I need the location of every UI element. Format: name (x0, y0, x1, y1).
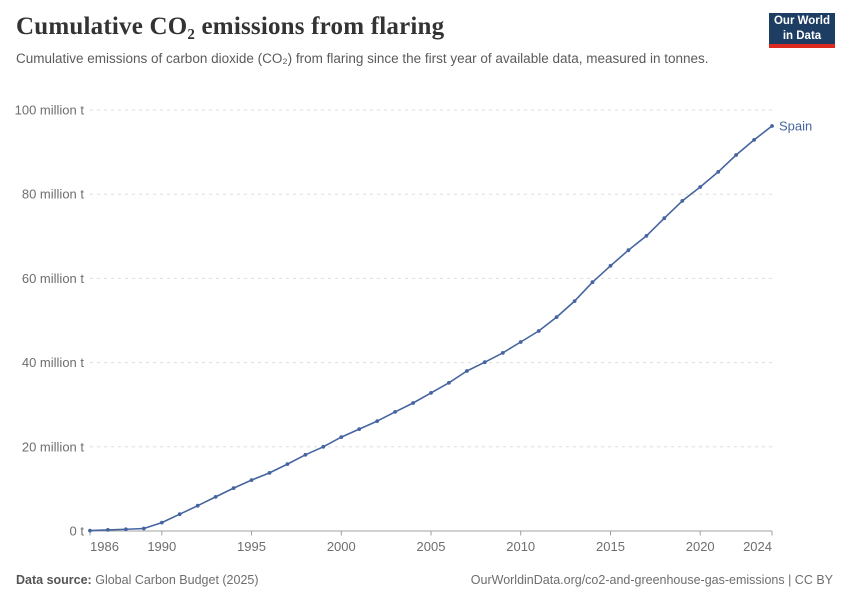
data-point (590, 280, 595, 285)
data-point (195, 503, 200, 508)
data-point (411, 401, 415, 405)
data-point (339, 435, 344, 439)
y-tick-label: 0 t (70, 524, 85, 539)
chart-footer: Data source: Global Carbon Budget (2025)… (16, 573, 833, 587)
data-point (429, 391, 433, 395)
y-tick-label: 60 million t (22, 271, 85, 286)
x-tick-label: 2015 (596, 539, 625, 554)
data-point (213, 495, 218, 499)
data-point (500, 351, 505, 355)
data-point (608, 263, 613, 268)
data-point (734, 153, 738, 157)
citation-link[interactable]: OurWorldinData.org/co2-and-greenhouse-ga… (470, 573, 833, 587)
owid-logo-line2: in Data (782, 29, 822, 42)
x-tick-label: 1986 (90, 539, 119, 554)
owid-logo-line1: Our World (773, 15, 830, 28)
data-point (231, 486, 236, 490)
data-point (482, 360, 487, 365)
chart-subtitle: Cumulative emissions of carbon dioxide (… (16, 51, 709, 66)
data-point (285, 462, 290, 466)
data-point (716, 170, 721, 174)
data-point (662, 216, 667, 221)
data-source: Data source: Global Carbon Budget (2025) (16, 573, 259, 587)
data-point (680, 199, 685, 203)
y-tick-label: 20 million t (22, 439, 85, 454)
data-point (770, 124, 774, 128)
y-tick-label: 80 million t (22, 187, 85, 202)
data-point (375, 419, 380, 423)
data-point (321, 444, 326, 449)
data-point (752, 138, 756, 142)
owid-logo[interactable]: Our World in Data (769, 13, 835, 48)
data-point (518, 340, 523, 344)
data-point (357, 427, 362, 431)
x-tick-label: 2020 (686, 539, 715, 554)
series-end-label: Spain (779, 118, 812, 133)
data-point (177, 512, 182, 517)
data-point (698, 185, 703, 189)
data-point (447, 380, 451, 385)
x-tick-label: 2024 (743, 539, 772, 554)
chart-title: Cumulative CO₂ emissions from flaring (16, 13, 445, 40)
data-point (572, 299, 577, 303)
data-source-value: Global Carbon Budget (2025) (95, 573, 259, 587)
x-tick-label: 2010 (506, 539, 535, 554)
x-tick-label: 2000 (327, 539, 356, 554)
series-line (89, 125, 773, 532)
data-point (303, 452, 308, 457)
data-point (106, 528, 110, 532)
data-point (88, 528, 92, 533)
data-point (626, 248, 631, 253)
x-tick-label: 1990 (147, 539, 176, 554)
x-tick-label: 1995 (237, 539, 266, 554)
data-point (159, 520, 164, 525)
data-point (554, 315, 559, 319)
data-point (465, 369, 469, 373)
data-point (644, 234, 649, 238)
data-point (249, 478, 254, 482)
y-tick-label: 100 million t (15, 103, 85, 118)
data-point (393, 410, 397, 414)
chart-header: Cumulative CO₂ emissions from flaring Cu… (16, 13, 835, 69)
data-point (124, 527, 128, 532)
data-point (267, 471, 272, 475)
heading-block: Cumulative CO₂ emissions from flaring Cu… (16, 13, 709, 69)
data-point (536, 329, 541, 333)
data-source-label: Data source: (16, 573, 92, 587)
data-point (141, 526, 146, 531)
y-tick-label: 40 million t (22, 355, 85, 370)
x-tick-label: 2005 (417, 539, 446, 554)
